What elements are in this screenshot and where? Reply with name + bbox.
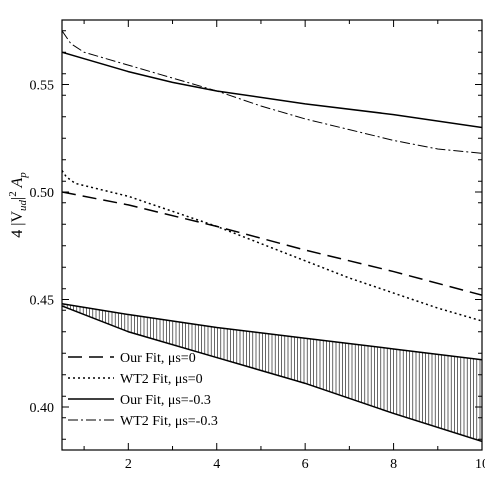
x-tick-label: 4: [213, 457, 220, 472]
plot-frame: [61, 19, 483, 451]
y-tick-label: 0.55: [30, 79, 55, 94]
y-label-part: A: [9, 178, 26, 192]
y-axis-label: 4 |Vud|2 Ap: [7, 172, 29, 238]
hatched-band: [62, 303, 482, 443]
y-label-part: p: [17, 172, 29, 179]
y-tick-label: 0.45: [30, 294, 55, 309]
x-tick-label: 6: [302, 457, 309, 472]
legend-label: Our Fit, μs=0: [120, 351, 196, 366]
y-label-part: 2: [7, 191, 19, 197]
y-tick-label: 0.50: [30, 186, 55, 201]
y-label-part: |: [9, 197, 26, 200]
legend: Our Fit, μs=0 WT2 Fit, μs=0 Our Fit, μs=-0…: [68, 351, 218, 429]
legend-label: Our Fit, μs=-0.3: [120, 393, 211, 408]
series-lines: [62, 30, 482, 322]
band-upper-edge: [62, 303, 482, 361]
legend-label: WT2 Fit, μs=0: [120, 372, 203, 387]
y-tick-label: 0.40: [30, 401, 55, 416]
legend-label: WT2 Fit, μs=-0.3: [120, 414, 218, 429]
y-axis: 0.40 0.45 0.50 0.55: [30, 30, 482, 440]
y-label-part: ud: [17, 199, 29, 211]
y-label-part: 4 |V: [9, 211, 26, 238]
x-tick-label: 8: [390, 457, 397, 472]
x-axis: 2 4 6 8 10: [83, 20, 485, 472]
series-line-dotted: [62, 170, 482, 322]
series-line-dashdot: [62, 30, 482, 154]
series-line-dashed: [62, 191, 482, 296]
series-line-solid: [62, 51, 482, 129]
x-tick-label: 10: [475, 457, 485, 472]
x-tick-label: 2: [125, 457, 132, 472]
band-lower-edge: [62, 305, 482, 443]
